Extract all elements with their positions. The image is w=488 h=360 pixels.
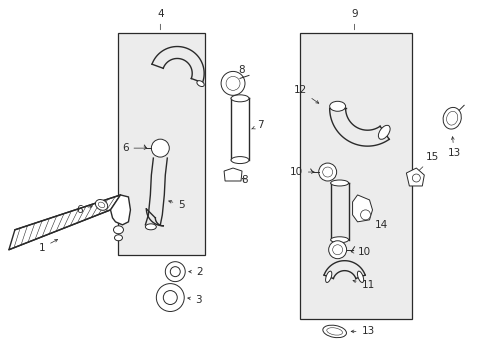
Text: 6: 6 (76, 205, 92, 215)
Text: 8: 8 (241, 175, 247, 185)
Text: 1: 1 (39, 239, 58, 253)
Circle shape (156, 284, 184, 311)
Circle shape (163, 291, 177, 305)
Polygon shape (352, 195, 372, 222)
Ellipse shape (326, 328, 342, 335)
Polygon shape (406, 168, 424, 186)
Text: 13: 13 (350, 327, 374, 336)
Ellipse shape (322, 325, 346, 338)
Ellipse shape (114, 235, 122, 241)
Text: 8: 8 (238, 66, 244, 80)
Ellipse shape (113, 226, 123, 234)
Text: 7: 7 (251, 120, 263, 130)
Text: 13: 13 (447, 137, 460, 158)
Ellipse shape (329, 101, 345, 111)
Circle shape (328, 241, 346, 259)
Ellipse shape (446, 111, 457, 125)
Ellipse shape (330, 237, 348, 243)
Text: 14: 14 (364, 216, 387, 230)
Text: 10: 10 (289, 167, 313, 177)
Circle shape (221, 71, 244, 95)
Ellipse shape (197, 81, 204, 86)
Text: 3: 3 (187, 294, 202, 305)
Circle shape (225, 76, 240, 90)
Bar (299, 32, 411, 319)
Text: 12: 12 (293, 85, 318, 103)
Text: 15: 15 (415, 152, 439, 173)
Ellipse shape (145, 224, 156, 230)
Circle shape (332, 245, 342, 255)
Ellipse shape (378, 125, 389, 139)
Circle shape (151, 139, 169, 157)
Text: 5: 5 (168, 200, 184, 210)
Text: 11: 11 (352, 280, 374, 289)
Ellipse shape (442, 107, 460, 129)
Text: 9: 9 (350, 9, 357, 30)
Circle shape (165, 262, 185, 282)
Circle shape (322, 167, 332, 177)
Ellipse shape (357, 271, 363, 283)
Polygon shape (110, 195, 130, 225)
Text: 4: 4 (157, 9, 163, 30)
Text: 6: 6 (122, 143, 146, 153)
Circle shape (360, 210, 370, 220)
Circle shape (170, 267, 180, 276)
Circle shape (411, 174, 420, 182)
Text: 2: 2 (188, 267, 203, 276)
Circle shape (318, 163, 336, 181)
Polygon shape (224, 168, 242, 181)
Ellipse shape (325, 271, 331, 283)
Ellipse shape (230, 157, 248, 163)
Ellipse shape (230, 95, 248, 102)
Ellipse shape (330, 180, 348, 186)
Ellipse shape (98, 202, 104, 208)
Ellipse shape (95, 199, 107, 210)
Polygon shape (9, 195, 120, 250)
Bar (118, 32, 205, 255)
Text: 10: 10 (350, 247, 370, 257)
